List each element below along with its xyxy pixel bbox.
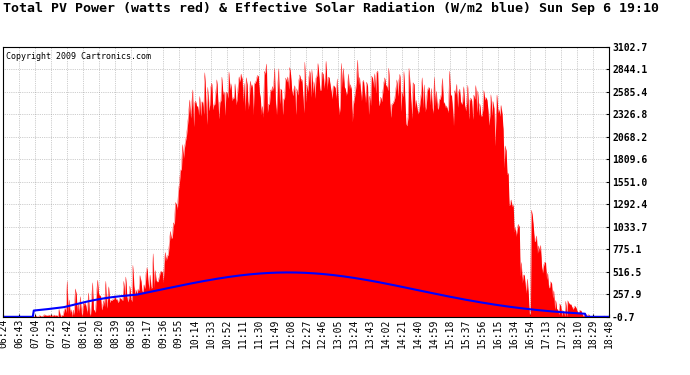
Text: Copyright 2009 Cartronics.com: Copyright 2009 Cartronics.com	[6, 52, 152, 61]
Text: Total PV Power (watts red) & Effective Solar Radiation (W/m2 blue) Sun Sep 6 19:: Total PV Power (watts red) & Effective S…	[3, 2, 660, 15]
